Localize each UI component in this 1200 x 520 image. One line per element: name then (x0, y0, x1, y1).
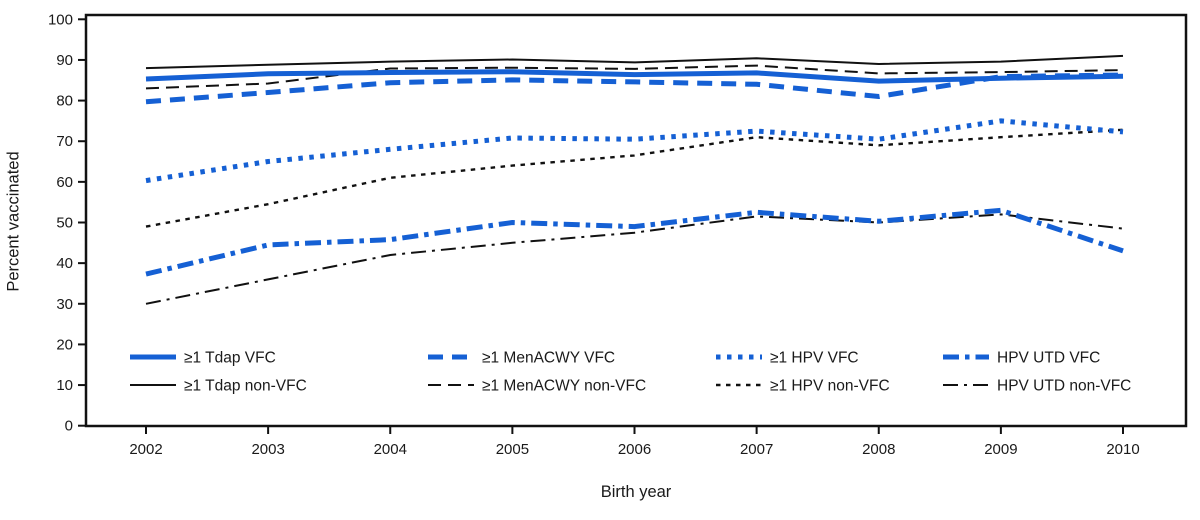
legend-label: ≥1 HPV non-VFC (770, 378, 890, 395)
y-tick-label: 100 (48, 11, 73, 28)
series-line (145, 207, 1124, 277)
y-tick-label: 50 (56, 215, 73, 232)
series-line (145, 64, 1124, 90)
series-line (145, 118, 1124, 184)
y-tick-label: 30 (56, 296, 73, 313)
x-tick-label: 2002 (129, 441, 162, 458)
y-tick-label: 0 (65, 418, 73, 435)
legend-label: ≥1 MenACWY non-VFC (482, 378, 646, 395)
series-line (145, 54, 1124, 70)
series-line (145, 72, 1124, 105)
y-tick-label: 60 (56, 174, 73, 191)
x-tick-label: 2004 (374, 441, 407, 458)
legend-label: HPV UTD VFC (997, 350, 1100, 367)
x-axis-title: Birth year (600, 483, 672, 501)
x-tick-label: 2009 (984, 441, 1017, 458)
y-axis-title: Percent vaccinated (4, 151, 23, 292)
series-line (145, 128, 1124, 228)
x-tick-label: 2010 (1106, 441, 1139, 458)
series-line (145, 213, 1124, 305)
x-tick-label: 2008 (862, 441, 895, 458)
y-tick-label: 70 (56, 133, 73, 150)
x-tick-label: 2007 (740, 441, 773, 458)
legend-label: ≥1 Tdap non-VFC (184, 378, 307, 395)
x-tick-label: 2006 (618, 441, 651, 458)
legend-label: HPV UTD non-VFC (997, 378, 1131, 395)
legend-label: ≥1 Tdap VFC (184, 350, 276, 367)
y-tick-label: 40 (56, 255, 73, 272)
x-tick-label: 2003 (251, 441, 284, 458)
y-tick-label: 20 (56, 336, 73, 353)
legend-label: ≥1 MenACWY VFC (482, 350, 615, 367)
y-tick-label: 90 (56, 52, 73, 69)
plot-frame (84, 13, 1188, 428)
y-tick-label: 10 (56, 377, 73, 394)
x-tick-label: 2005 (496, 441, 529, 458)
legend-label: ≥1 HPV VFC (770, 350, 859, 367)
series-line (145, 69, 1124, 84)
y-tick-label: 80 (56, 93, 73, 110)
